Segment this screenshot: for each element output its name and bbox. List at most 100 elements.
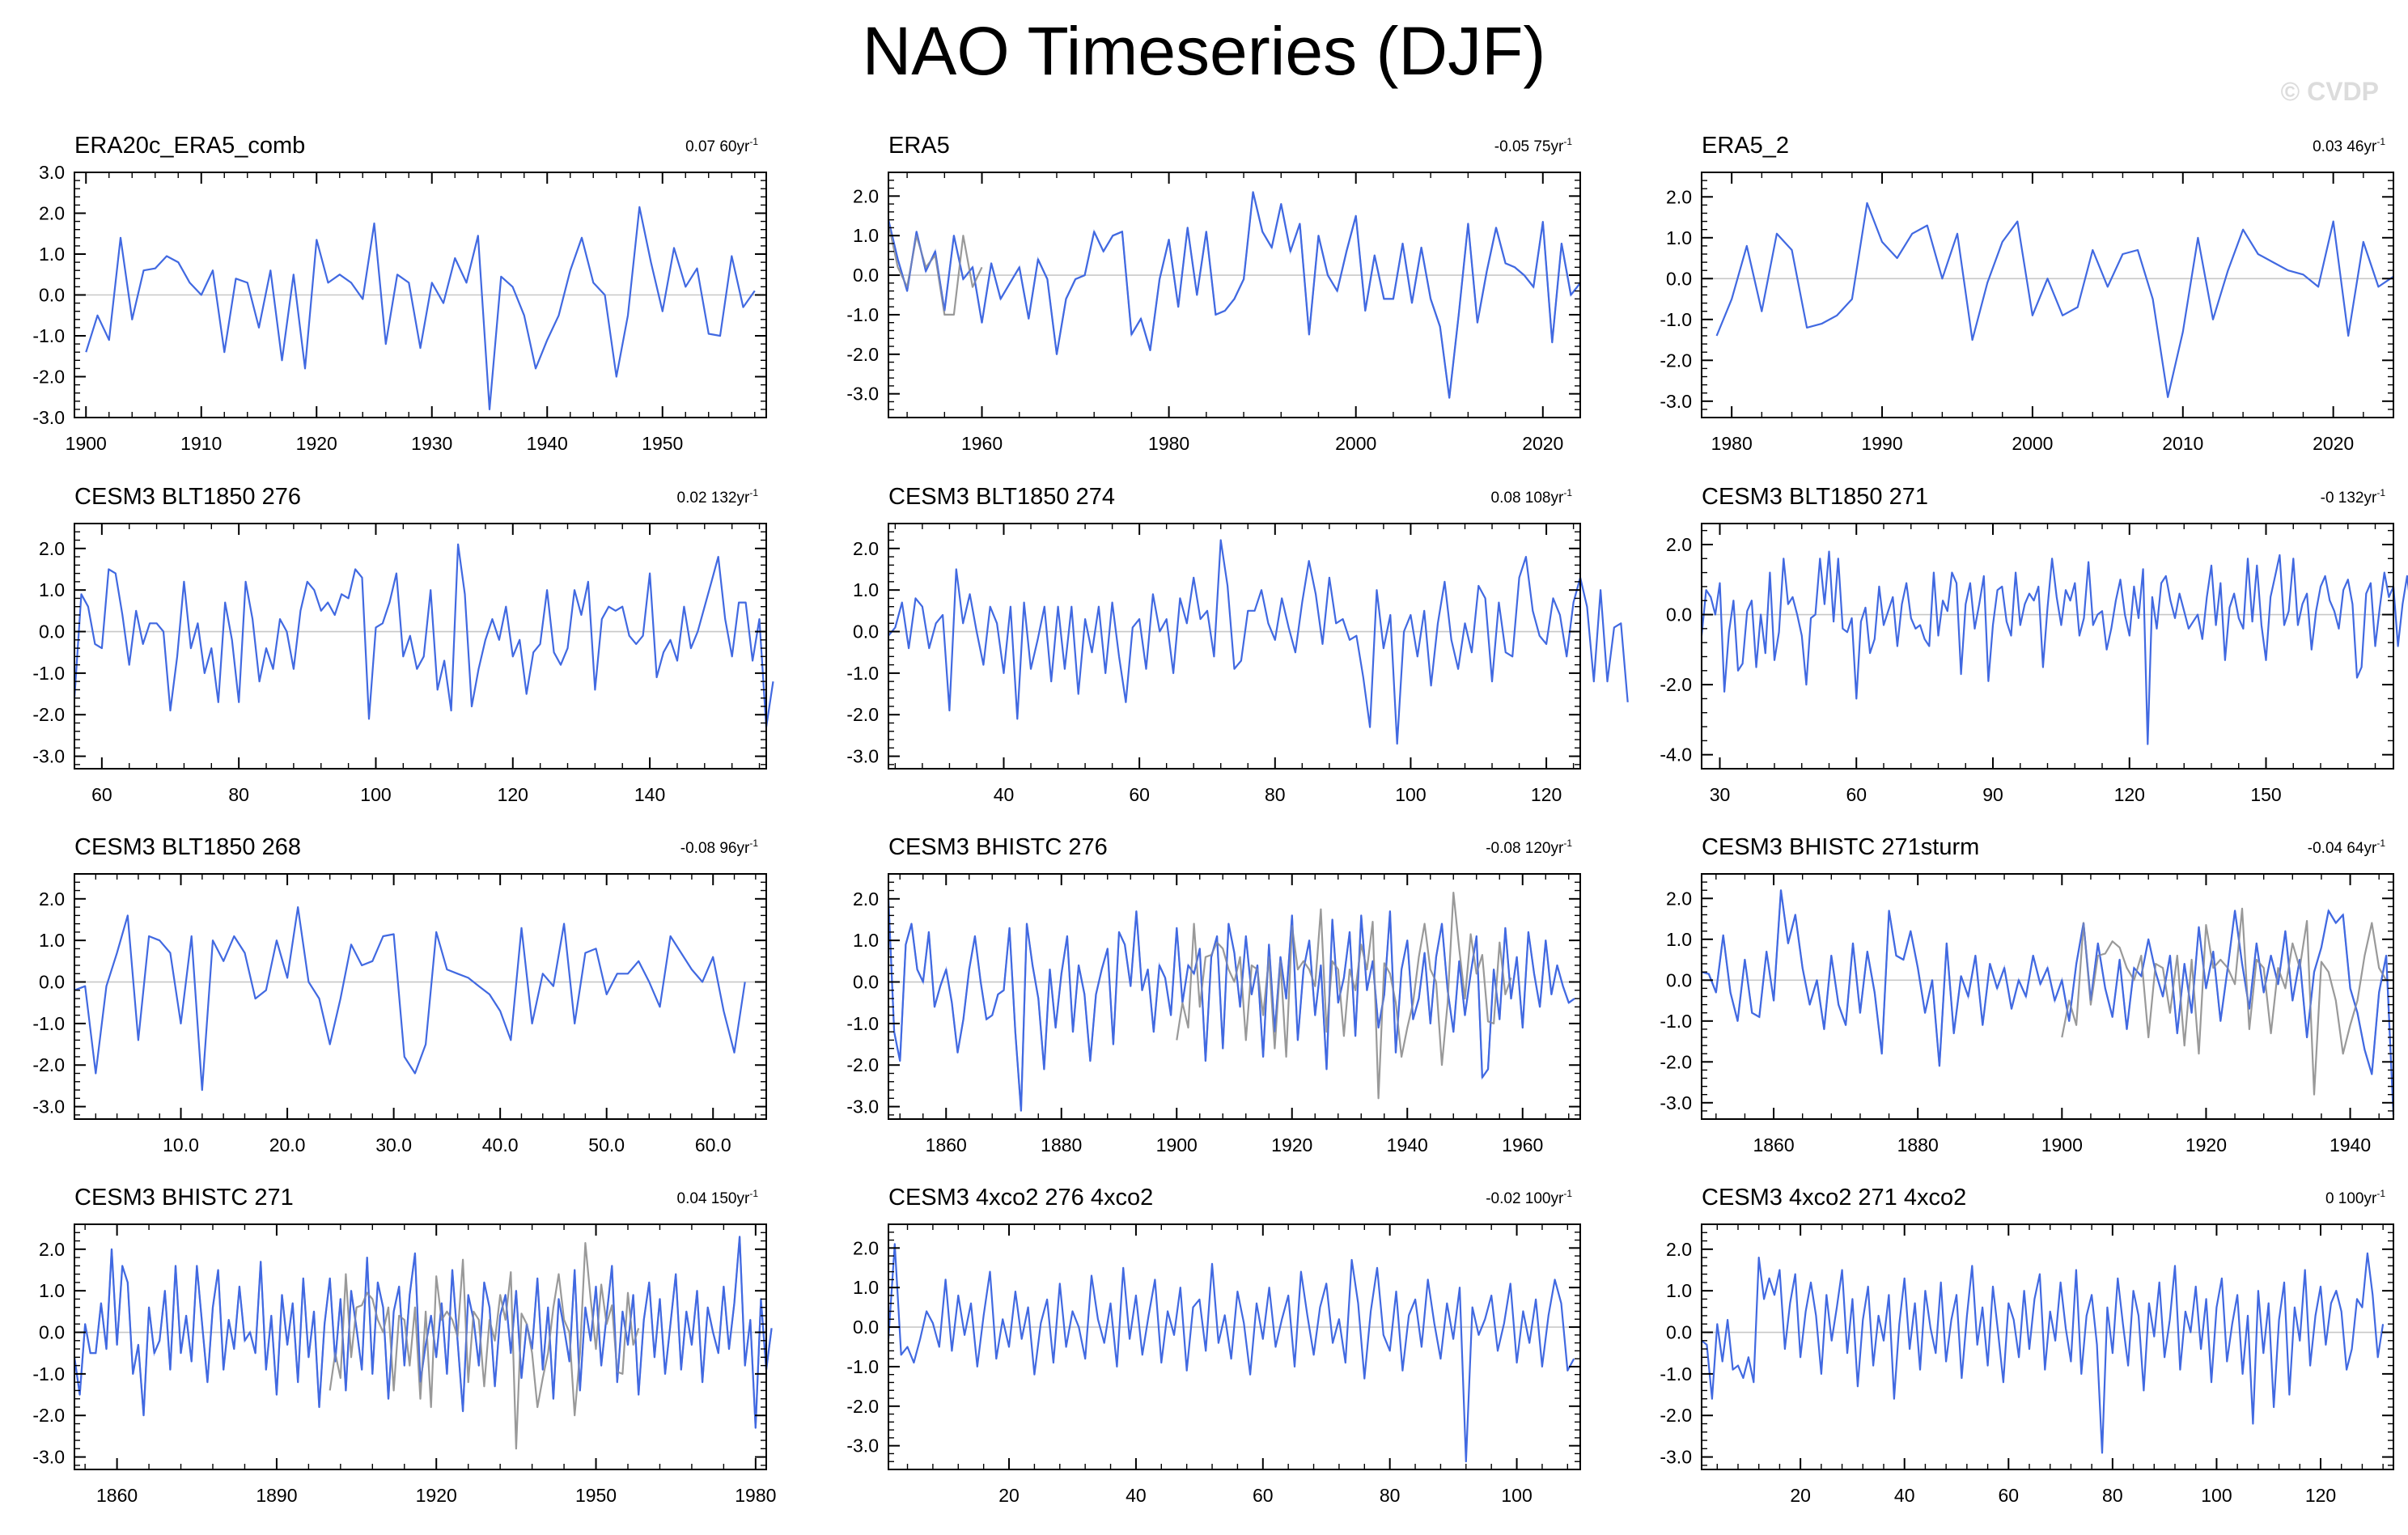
y-tick-label: -2.0 <box>32 1405 65 1426</box>
plot-frame <box>74 523 767 770</box>
y-tick-label: -2.0 <box>32 367 65 388</box>
y-tick-label: -2.0 <box>1660 674 1692 695</box>
x-tick-label: 120 <box>1531 784 1562 805</box>
y-tick-label: 0.0 <box>853 1317 879 1338</box>
x-tick-label: 1950 <box>642 433 683 454</box>
series-line-0 <box>887 898 1575 1112</box>
trend-exponent: -1 <box>1563 136 1572 147</box>
y-tick-label: 2.0 <box>853 888 879 910</box>
x-tick-label: 1940 <box>527 433 568 454</box>
series-line-0 <box>888 539 1629 745</box>
y-tick-label: 2.0 <box>1666 1239 1692 1260</box>
x-tick-label: 1920 <box>1271 1134 1312 1155</box>
x-tick-label: 80 <box>1380 1485 1401 1506</box>
plot-frame <box>888 1223 1581 1470</box>
y-tick-label: 3.0 <box>39 162 65 183</box>
series-line-0 <box>887 1243 1575 1463</box>
plot-frame <box>888 873 1581 1120</box>
trend-value: -0 132yr <box>2321 490 2377 507</box>
y-tick-label: -3.0 <box>846 1096 879 1117</box>
x-tick-label: 1980 <box>1711 433 1753 454</box>
plot-frame <box>1701 873 2394 1120</box>
y-tick-label: -3.0 <box>1660 1447 1692 1468</box>
x-tick-label: 2020 <box>2313 433 2354 454</box>
trend-exponent: -1 <box>2376 1188 2385 1199</box>
y-tick-label: 0.0 <box>39 972 65 993</box>
y-tick-label: -3.0 <box>32 407 65 428</box>
series-line-1 <box>1176 891 1512 1100</box>
y-tick-label: 1.0 <box>39 579 65 600</box>
y-tick-label: -3.0 <box>32 746 65 767</box>
trend-value: 0.02 132yr <box>677 490 750 507</box>
panel-title: CESM3 BLT1850 268 <box>74 834 301 860</box>
series-line-overlay <box>887 898 1575 1111</box>
panel-title: CESM3 BLT1850 271 <box>1702 484 1928 510</box>
trend-value: 0.07 60yr <box>685 138 750 155</box>
trend-exponent: -1 <box>1563 837 1572 849</box>
y-tick-label: -3.0 <box>1660 1092 1692 1113</box>
y-tick-label: -2.0 <box>846 1054 879 1075</box>
trend-exponent: -1 <box>2376 837 2385 849</box>
y-tick-label: -1.0 <box>32 1363 65 1384</box>
plot-frame <box>888 172 1581 418</box>
panel: ERA5 -0.05 75yr-1 -3.0 -2.0 -1.0 0.0 1.0 2.0 196… <box>846 133 1581 454</box>
x-tick-label: 90 <box>1982 784 2003 805</box>
panel-trend: -0.04 64yr-1 <box>2308 837 2386 857</box>
y-tick-label: 2.0 <box>853 185 879 206</box>
y-tick-label: 2.0 <box>39 1239 65 1260</box>
y-tick-label: -1.0 <box>1660 1011 1692 1032</box>
trend-value: 0.08 108yr <box>1491 490 1564 507</box>
y-tick-label: 1.0 <box>853 579 879 600</box>
series-line-0 <box>74 905 746 1092</box>
panel: CESM3 BLT1850 276 0.02 132yr-1 -3.0 -2.0 -1.… <box>32 484 774 805</box>
panel-title: ERA5 <box>888 133 950 159</box>
x-tick-label: 120 <box>2114 784 2145 805</box>
x-tick-label: 10.0 <box>163 1134 199 1155</box>
series-line-0 <box>1701 1252 2385 1454</box>
plot-frame <box>1701 523 2394 770</box>
y-tick-label: -2.0 <box>1660 350 1692 371</box>
x-tick-label: 2010 <box>2162 433 2203 454</box>
panel: CESM3 BHISTC 271 0.04 150yr-1 -3.0 -2.0 -1.0… <box>32 1185 776 1506</box>
x-tick-label: 1950 <box>575 1485 617 1506</box>
y-tick-label: -2.0 <box>1660 1405 1692 1426</box>
x-tick-label: 20.0 <box>269 1134 306 1155</box>
panel-trend: 0.08 108yr-1 <box>1491 487 1573 507</box>
x-tick-label: 1880 <box>1897 1134 1939 1155</box>
series-line-0 <box>887 191 1581 399</box>
series-line-0 <box>1700 550 2408 745</box>
y-tick-label: 2.0 <box>39 538 65 559</box>
series-line-overlay <box>73 1236 773 1428</box>
y-tick-label: 2.0 <box>1666 534 1692 555</box>
y-tick-label: 1.0 <box>1666 227 1692 248</box>
y-tick-label: -2.0 <box>32 1054 65 1075</box>
y-tick-label: 1.0 <box>39 1280 65 1301</box>
y-tick-label: 1.0 <box>853 1277 879 1298</box>
panel: CESM3 BLT1850 268 -0.08 96yr-1 -3.0 -2.0 -1.… <box>32 834 767 1155</box>
x-tick-label: 1980 <box>1148 433 1189 454</box>
plot-frame <box>1701 172 2394 418</box>
panel: CESM3 BLT1850 271 -0 132yr-1 -4.0 -2.0 0.0 2.… <box>1660 484 2408 805</box>
trend-exponent: -1 <box>749 136 758 147</box>
panel: CESM3 4xco2 276 4xco2 -0.02 100yr-1 -3.0 -2… <box>846 1185 1581 1506</box>
series-line-overlay <box>887 192 1581 398</box>
panel-title: CESM3 4xco2 271 4xco2 <box>1702 1185 1966 1211</box>
y-tick-label: 0.0 <box>853 621 879 642</box>
series-line-1 <box>887 223 983 316</box>
y-tick-label: -2.0 <box>846 1396 879 1417</box>
y-tick-label: -1.0 <box>1660 1363 1692 1384</box>
x-tick-label: 100 <box>360 784 391 805</box>
x-tick-label: 40 <box>1894 1485 1915 1506</box>
x-tick-label: 2000 <box>2012 433 2053 454</box>
y-tick-label: -1.0 <box>1660 309 1692 330</box>
y-tick-label: 0.0 <box>39 285 65 306</box>
y-tick-label: 2.0 <box>853 1237 879 1258</box>
panel-title: ERA20c_ERA5_comb <box>74 133 305 159</box>
y-tick-label: -1.0 <box>32 663 65 684</box>
y-tick-label: -4.0 <box>1660 744 1692 765</box>
x-tick-label: 1900 <box>66 433 107 454</box>
y-tick-label: 0.0 <box>1666 1322 1692 1343</box>
panel: CESM3 BHISTC 271sturm -0.04 64yr-1 -3.0 -2.… <box>1660 834 2395 1155</box>
series-line-overlay <box>1701 890 2395 1116</box>
x-tick-label: 40.0 <box>482 1134 519 1155</box>
